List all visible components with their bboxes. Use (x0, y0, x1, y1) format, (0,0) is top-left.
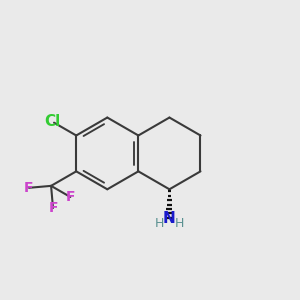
Text: F: F (66, 190, 75, 204)
Text: N: N (163, 211, 176, 226)
Text: H: H (155, 217, 164, 230)
Text: F: F (24, 181, 34, 195)
Text: H: H (174, 217, 184, 230)
Text: Cl: Cl (44, 114, 61, 129)
Text: F: F (48, 201, 58, 215)
